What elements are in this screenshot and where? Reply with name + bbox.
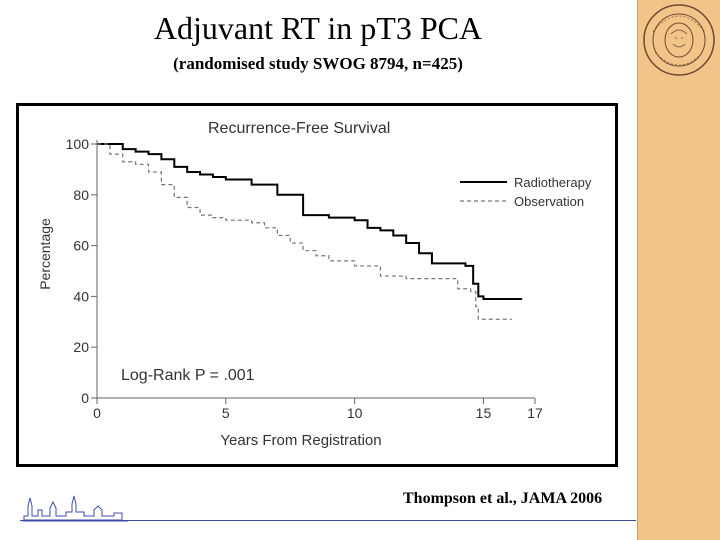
x-tick-label: 5: [222, 405, 230, 421]
series-line-radiotherapy: [97, 143, 523, 300]
series-line-observation: [97, 143, 512, 320]
chart-frame: Recurrence-Free Survival Percentage Year…: [16, 103, 618, 467]
y-tick-label: 100: [66, 136, 90, 152]
legend-observation-label: Observation: [514, 194, 584, 209]
slide-subtitle: (randomised study SWOG 8794, n=425): [173, 54, 463, 73]
x-tick-label: 0: [93, 405, 101, 421]
x-tick-label: 17: [527, 405, 543, 421]
y-axis-label: Percentage: [37, 218, 53, 290]
chart-legend: Radiotherapy Observation: [460, 175, 592, 209]
sidebar-band: [637, 0, 720, 540]
chart-title: Recurrence-Free Survival: [208, 120, 390, 137]
x-tick-label: 10: [347, 405, 363, 421]
y-tick-label: 80: [73, 187, 89, 203]
university-seal-logo: [643, 4, 715, 76]
y-tick-label: 0: [81, 390, 89, 406]
slide-title: Adjuvant RT in pT3 PCA: [153, 10, 483, 46]
sidebar-divider: [637, 0, 638, 540]
survival-chart: Recurrence-Free Survival Percentage Year…: [37, 120, 592, 449]
citation: Thompson et al., JAMA 2006: [403, 490, 603, 507]
y-tick-label: 40: [73, 288, 89, 304]
log-rank-annotation: Log-Rank P = .001: [121, 367, 255, 384]
plot-area: [91, 128, 491, 428]
footer-divider: [20, 520, 636, 521]
legend-radiotherapy-label: Radiotherapy: [514, 175, 592, 190]
x-axis-label: Years From Registration: [220, 432, 381, 449]
y-tick-label: 60: [73, 238, 89, 254]
dresden-skyline-logo: [22, 495, 128, 522]
y-tick-label: 20: [73, 339, 89, 355]
x-tick-label: 15: [476, 405, 492, 421]
